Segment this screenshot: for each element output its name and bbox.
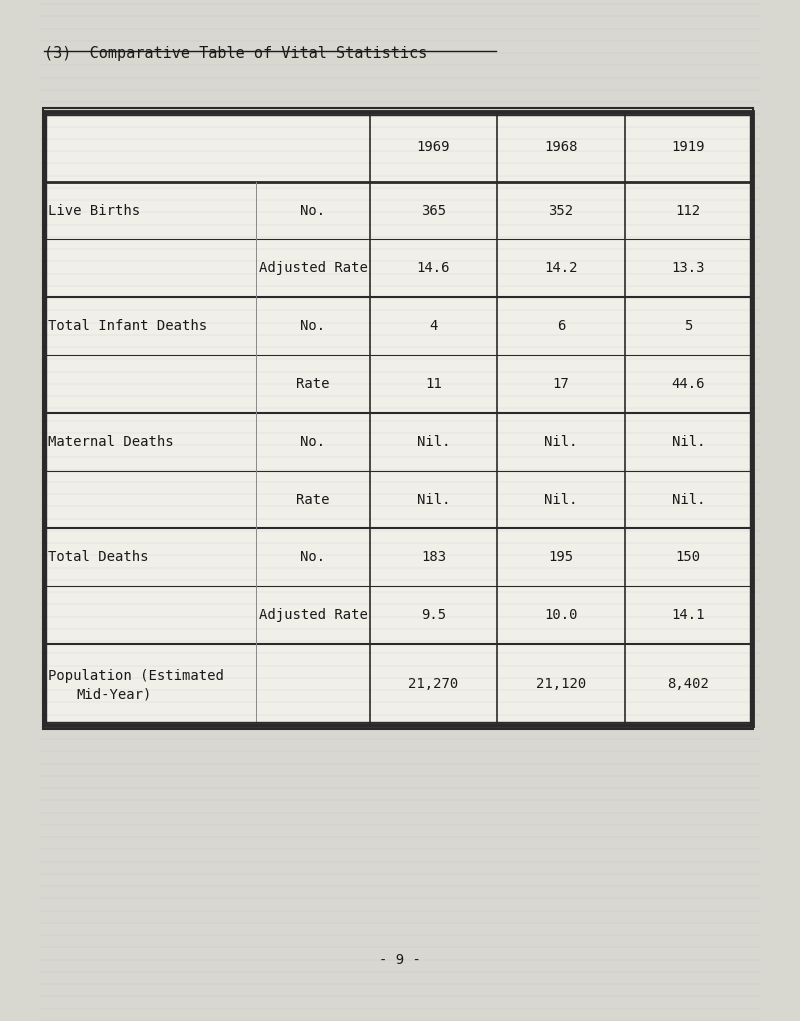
Text: 11: 11: [425, 377, 442, 391]
Text: 9.5: 9.5: [421, 609, 446, 622]
Text: 14.2: 14.2: [544, 261, 578, 276]
Bar: [44, 112, 752, 725]
Text: Adjusted Rate: Adjusted Rate: [258, 261, 367, 276]
Text: - 9 -: - 9 -: [379, 953, 421, 967]
Text: 44.6: 44.6: [671, 377, 705, 391]
Text: 150: 150: [676, 550, 701, 565]
Text: Rate: Rate: [296, 377, 330, 391]
Text: 13.3: 13.3: [671, 261, 705, 276]
Bar: [43, 108, 753, 729]
Text: Maternal Deaths: Maternal Deaths: [48, 435, 174, 448]
Text: 1969: 1969: [417, 140, 450, 154]
Text: 10.0: 10.0: [544, 609, 578, 622]
Text: Rate: Rate: [296, 492, 330, 506]
Text: 17: 17: [553, 377, 570, 391]
Text: 195: 195: [548, 550, 574, 565]
Text: 352: 352: [548, 203, 574, 217]
Text: Nil.: Nil.: [544, 492, 578, 506]
Text: 112: 112: [676, 203, 701, 217]
Text: Nil.: Nil.: [671, 435, 705, 448]
Text: 6: 6: [557, 320, 565, 333]
Text: Total Deaths: Total Deaths: [48, 550, 149, 565]
Text: 1968: 1968: [544, 140, 578, 154]
Text: Live Births: Live Births: [48, 203, 140, 217]
Text: (3)  Comparative Table of Vital Statistics: (3) Comparative Table of Vital Statistic…: [44, 46, 427, 61]
Text: 183: 183: [421, 550, 446, 565]
Text: 8,402: 8,402: [667, 678, 710, 691]
Text: Nil.: Nil.: [417, 435, 450, 448]
Text: Nil.: Nil.: [544, 435, 578, 448]
Text: No.: No.: [301, 435, 326, 448]
Text: 1919: 1919: [671, 140, 705, 154]
Text: Mid-Year): Mid-Year): [76, 688, 151, 701]
Text: 21,270: 21,270: [408, 678, 458, 691]
Text: Population (Estimated: Population (Estimated: [48, 670, 224, 683]
Text: 4: 4: [430, 320, 438, 333]
Text: Nil.: Nil.: [417, 492, 450, 506]
Text: 5: 5: [684, 320, 693, 333]
Bar: [44, 112, 752, 725]
Text: Total Infant Deaths: Total Infant Deaths: [48, 320, 207, 333]
Text: 21,120: 21,120: [536, 678, 586, 691]
Text: 14.6: 14.6: [417, 261, 450, 276]
Text: No.: No.: [301, 320, 326, 333]
Text: No.: No.: [301, 203, 326, 217]
Text: No.: No.: [301, 550, 326, 565]
Text: Nil.: Nil.: [671, 492, 705, 506]
Bar: [46, 115, 750, 722]
Text: 14.1: 14.1: [671, 609, 705, 622]
Text: 365: 365: [421, 203, 446, 217]
Text: Adjusted Rate: Adjusted Rate: [258, 609, 367, 622]
